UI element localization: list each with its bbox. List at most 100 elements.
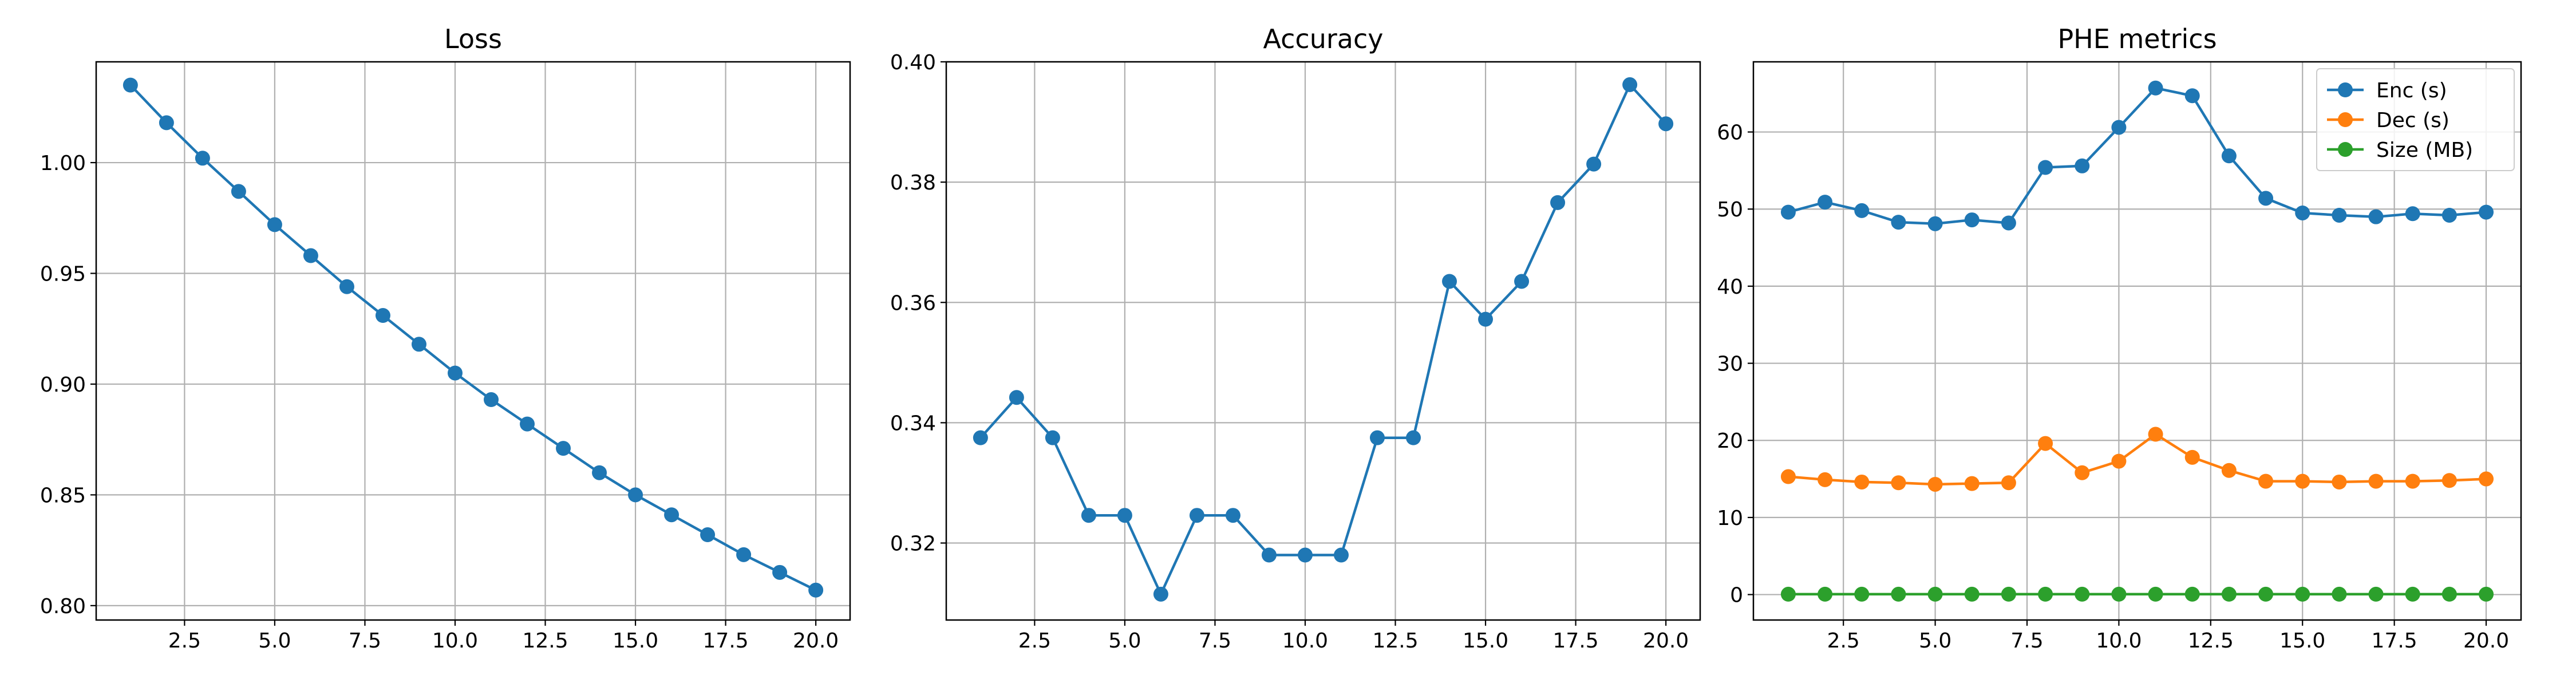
phe-metrics-legend: Enc (s) Dec (s) Size (MB) [2316, 68, 2515, 171]
accuracy-series-1-point [1297, 547, 1313, 563]
accuracy-series-1-point [1261, 547, 1277, 563]
accuracy-series-1-point [1189, 508, 1204, 523]
phe-metrics-dec-s-point [1854, 474, 1870, 489]
phe-metrics-x-tick-label: 12.5 [2188, 629, 2234, 653]
loss-series-1-point [664, 507, 679, 523]
loss-series-1-point [808, 582, 824, 598]
accuracy-x-tick-label: 5.0 [1108, 629, 1141, 653]
phe-metrics-enc-s-point [2258, 191, 2274, 206]
phe-metrics-legend-dec-s-label: Dec (s) [2376, 109, 2449, 132]
phe-metrics-enc-s-point [2184, 88, 2200, 104]
phe-metrics-size-mb-point [2111, 586, 2127, 602]
phe-metrics-size-mb-point [2441, 586, 2457, 602]
phe-metrics-dec-s-point [2111, 453, 2127, 469]
phe-metrics-size-mb-point [1891, 586, 1906, 602]
phe-metrics-size-mb-point [1818, 586, 1833, 602]
loss-series-1-point [231, 184, 246, 199]
phe-metrics-enc-s-point [2441, 207, 2457, 223]
phe-metrics-enc-s-point [1927, 216, 1943, 231]
phe-metrics-x-tick-label: 15.0 [2279, 629, 2325, 653]
accuracy-series-1-point [1370, 430, 1385, 445]
phe-metrics-enc-s-point [2075, 158, 2090, 173]
phe-metrics-dec-s-point [2332, 474, 2347, 489]
phe-metrics-enc-s-point [2368, 209, 2384, 224]
phe-metrics-legend-box [2316, 68, 2515, 171]
loss-x-tick-label: 15.0 [613, 629, 658, 653]
accuracy-y-tick-label: 0.40 [890, 51, 936, 74]
phe-metrics-size-mb-point [2405, 586, 2420, 602]
loss-x-tick-label: 10.0 [432, 629, 478, 653]
phe-metrics-x-tick-label: 5.0 [1919, 629, 1951, 653]
phe-metrics-dec-s-point [1964, 476, 1980, 491]
loss-series-1-point [339, 279, 354, 294]
phe-metrics-enc-s-point [1854, 203, 1870, 218]
loss-series-1-point [484, 392, 499, 408]
phe-metrics-x-tick-label: 17.5 [2372, 629, 2417, 653]
phe-metrics-enc-s-point [2111, 120, 2127, 135]
phe-metrics-x-tick-label: 20.0 [2463, 629, 2509, 653]
accuracy-x-tick-label: 10.0 [1282, 629, 1328, 653]
accuracy-x-tick-label: 12.5 [1372, 629, 1418, 653]
phe-metrics-panel-title: PHE metrics [2057, 23, 2217, 54]
accuracy-series-layer [973, 77, 1674, 602]
loss-y-tick-label: 1.00 [40, 152, 86, 175]
accuracy-x-tick-label: 20.0 [1643, 629, 1689, 653]
accuracy-series-1-point [1550, 195, 1566, 210]
loss-series-1-point [628, 487, 643, 503]
loss-series-1-point [159, 115, 174, 131]
phe-metrics-y-tick-label: 20 [1717, 429, 1743, 453]
accuracy-y-tick-label: 0.38 [890, 171, 936, 195]
loss-series-layer [123, 77, 824, 598]
phe-metrics-grid [1753, 62, 2521, 620]
phe-metrics-y-tick-label: 10 [1717, 507, 1743, 530]
phe-metrics-dec-s-point [2221, 463, 2237, 478]
phe-metrics-size-mb-point [2075, 586, 2090, 602]
phe-metrics-legend-enc-s-swatch-marker [2338, 82, 2353, 97]
loss-y-tick-label: 0.90 [40, 373, 86, 397]
phe-metrics-y-tick-label: 0 [1730, 584, 1743, 607]
phe-metrics-dec-s-point [1780, 469, 1796, 484]
accuracy-series-1-point [1622, 77, 1638, 92]
phe-metrics-dec-s-point [2295, 473, 2310, 489]
phe-metrics-axes-frame [1752, 61, 2522, 621]
accuracy-x-tick-label: 7.5 [1199, 629, 1231, 653]
loss-panel-title: Loss [444, 23, 502, 54]
phe-metrics-dec-s-point [2001, 475, 2016, 491]
loss-axes: 2.5 5.0 7.5 10.0 12.5 15.0 17.5 20.0 0.80 0.85 0.9… [40, 61, 851, 653]
phe-metrics-x-tick-label: 2.5 [1827, 629, 1860, 653]
accuracy-series-1-point [1586, 156, 1602, 172]
phe-metrics-y-tick-label: 60 [1717, 121, 1743, 145]
phe-metrics-enc-s-point [2479, 204, 2494, 220]
accuracy-series-1-point [1009, 390, 1024, 405]
accuracy-series-1-point [1225, 508, 1240, 523]
phe-metrics-dec-s-point [2368, 473, 2384, 489]
phe-metrics-size-mb-point [1780, 586, 1796, 602]
phe-metrics-size-mb-point [2001, 586, 2016, 602]
accuracy-y-tick-label: 0.36 [890, 291, 936, 315]
loss-x-tick-label: 12.5 [522, 629, 568, 653]
loss-series-1-point [700, 527, 716, 543]
accuracy-series-1-point [1153, 586, 1168, 602]
phe-metrics-enc-s-point [2148, 80, 2163, 96]
loss-series-1-point [736, 547, 752, 562]
phe-metrics-size-mb-point [2038, 586, 2053, 602]
accuracy-series-1-point [1514, 274, 1530, 289]
accuracy-series-1-point [1406, 430, 1421, 445]
loss-grid [96, 62, 850, 620]
phe-metrics-size-mb-point [1927, 586, 1943, 602]
loss-series-1-point [195, 151, 210, 166]
loss-panel: Loss 2.5 5.0 7.5 10.0 12.5 15.0 17.5 20.0 0.80 0.… [40, 23, 851, 653]
phe-metrics-enc-s-point [2001, 215, 2016, 231]
loss-series-1-point [411, 337, 426, 352]
phe-metrics-dec-s-point [2184, 449, 2200, 465]
accuracy-panel-title: Accuracy [1263, 23, 1383, 54]
phe-metrics-size-mb-point [2332, 586, 2347, 602]
phe-metrics-axes: 2.5 5.0 7.5 10.0 12.5 15.0 17.5 20.0 0 10 20 30 40 50… [1717, 61, 2522, 653]
accuracy-series-1-point [1478, 311, 1494, 327]
loss-x-tick-label: 5.0 [258, 629, 291, 653]
loss-series-1-point [772, 564, 788, 580]
loss-series-1-point [520, 416, 535, 432]
loss-series-1-point [303, 248, 318, 263]
